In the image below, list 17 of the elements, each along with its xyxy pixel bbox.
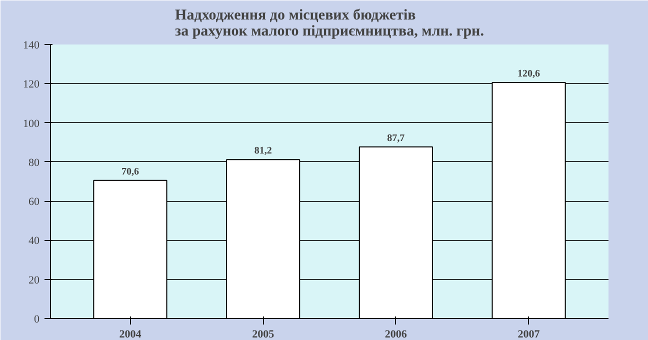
y-tick-label: 20 — [28, 274, 40, 286]
x-tick-label: 2004 — [119, 328, 142, 340]
data-label: 70,6 — [121, 166, 139, 178]
y-tick-label: 120 — [23, 78, 40, 91]
x-tick-label: 2006 — [384, 328, 408, 340]
y-tick-label: 80 — [28, 156, 40, 169]
x-tick-label: 2005 — [252, 328, 275, 340]
x-tick-label: 2007 — [518, 328, 540, 340]
y-tick-label: 40 — [28, 235, 40, 248]
data-label: 120,6 — [518, 68, 540, 80]
y-tick-label: 60 — [28, 196, 40, 208]
chart-title: Надходження до місцевих бюджетів за рахунок малого підприємництва, млн. грн. — [175, 8, 484, 40]
y-tick-label: 0 — [34, 314, 40, 326]
y-tick-label: 100 — [23, 118, 40, 130]
data-label: 81,2 — [254, 146, 272, 157]
y-tick-label: 140 — [23, 40, 40, 52]
data-label: 87,7 — [387, 132, 405, 144]
